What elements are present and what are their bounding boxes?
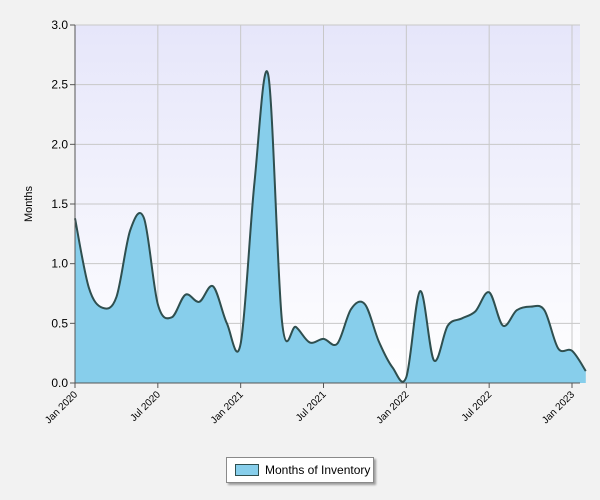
data-point xyxy=(337,343,338,344)
data-point xyxy=(433,360,434,361)
data-point xyxy=(212,286,213,287)
data-point xyxy=(157,304,158,305)
data-point xyxy=(199,301,200,302)
data-point xyxy=(351,308,352,309)
data-point xyxy=(102,307,103,308)
legend: Months of Inventory xyxy=(226,457,374,483)
series-line xyxy=(74,70,587,383)
y-tick-label: 1.5 xyxy=(51,197,68,211)
data-point xyxy=(378,341,379,342)
y-tick-label: 1.0 xyxy=(51,257,68,271)
data-point xyxy=(502,325,503,326)
data-point xyxy=(585,370,586,371)
data-point xyxy=(268,75,269,76)
data-point xyxy=(309,342,310,343)
data-point xyxy=(295,326,296,327)
data-point xyxy=(240,343,241,344)
data-point xyxy=(143,218,144,219)
series-area xyxy=(75,71,586,383)
data-point xyxy=(558,348,559,349)
data-point xyxy=(475,311,476,312)
x-tick-label: Jan 2020 xyxy=(43,389,80,426)
x-tick-label: Jul 2022 xyxy=(460,389,495,424)
y-tick-label: 0.5 xyxy=(51,316,68,330)
data-point xyxy=(392,367,393,368)
legend-label: Months of Inventory xyxy=(265,463,371,477)
x-tick-label: Jan 2021 xyxy=(209,389,246,426)
data-point xyxy=(544,310,545,311)
data-point xyxy=(88,287,89,288)
data-point xyxy=(447,325,448,326)
x-tick-label: Jan 2022 xyxy=(375,389,412,426)
data-point xyxy=(489,292,490,293)
data-point xyxy=(571,350,572,351)
x-tick-label: Jan 2023 xyxy=(540,389,577,426)
data-point xyxy=(185,294,186,295)
legend-swatch xyxy=(235,464,259,476)
data-point xyxy=(530,306,531,307)
data-point xyxy=(323,338,324,339)
y-tick-label: 2.5 xyxy=(51,78,68,92)
data-point xyxy=(364,304,365,305)
data-point xyxy=(171,317,172,318)
series-layer xyxy=(74,70,587,383)
data-point xyxy=(281,322,282,323)
y-axis-label: Months xyxy=(23,185,35,222)
data-point xyxy=(130,230,131,231)
data-point xyxy=(420,291,421,292)
data-point xyxy=(516,310,517,311)
y-tick-label: 0.0 xyxy=(51,376,68,390)
x-tick-label: Jul 2020 xyxy=(128,389,163,424)
y-tick-label: 3.0 xyxy=(51,18,68,32)
data-point xyxy=(116,296,117,297)
data-point xyxy=(226,323,227,324)
y-tick-label: 2.0 xyxy=(51,137,68,151)
data-point xyxy=(254,182,255,183)
data-point xyxy=(406,376,407,377)
x-tick-label: Jul 2021 xyxy=(294,389,329,424)
data-point xyxy=(461,318,462,319)
